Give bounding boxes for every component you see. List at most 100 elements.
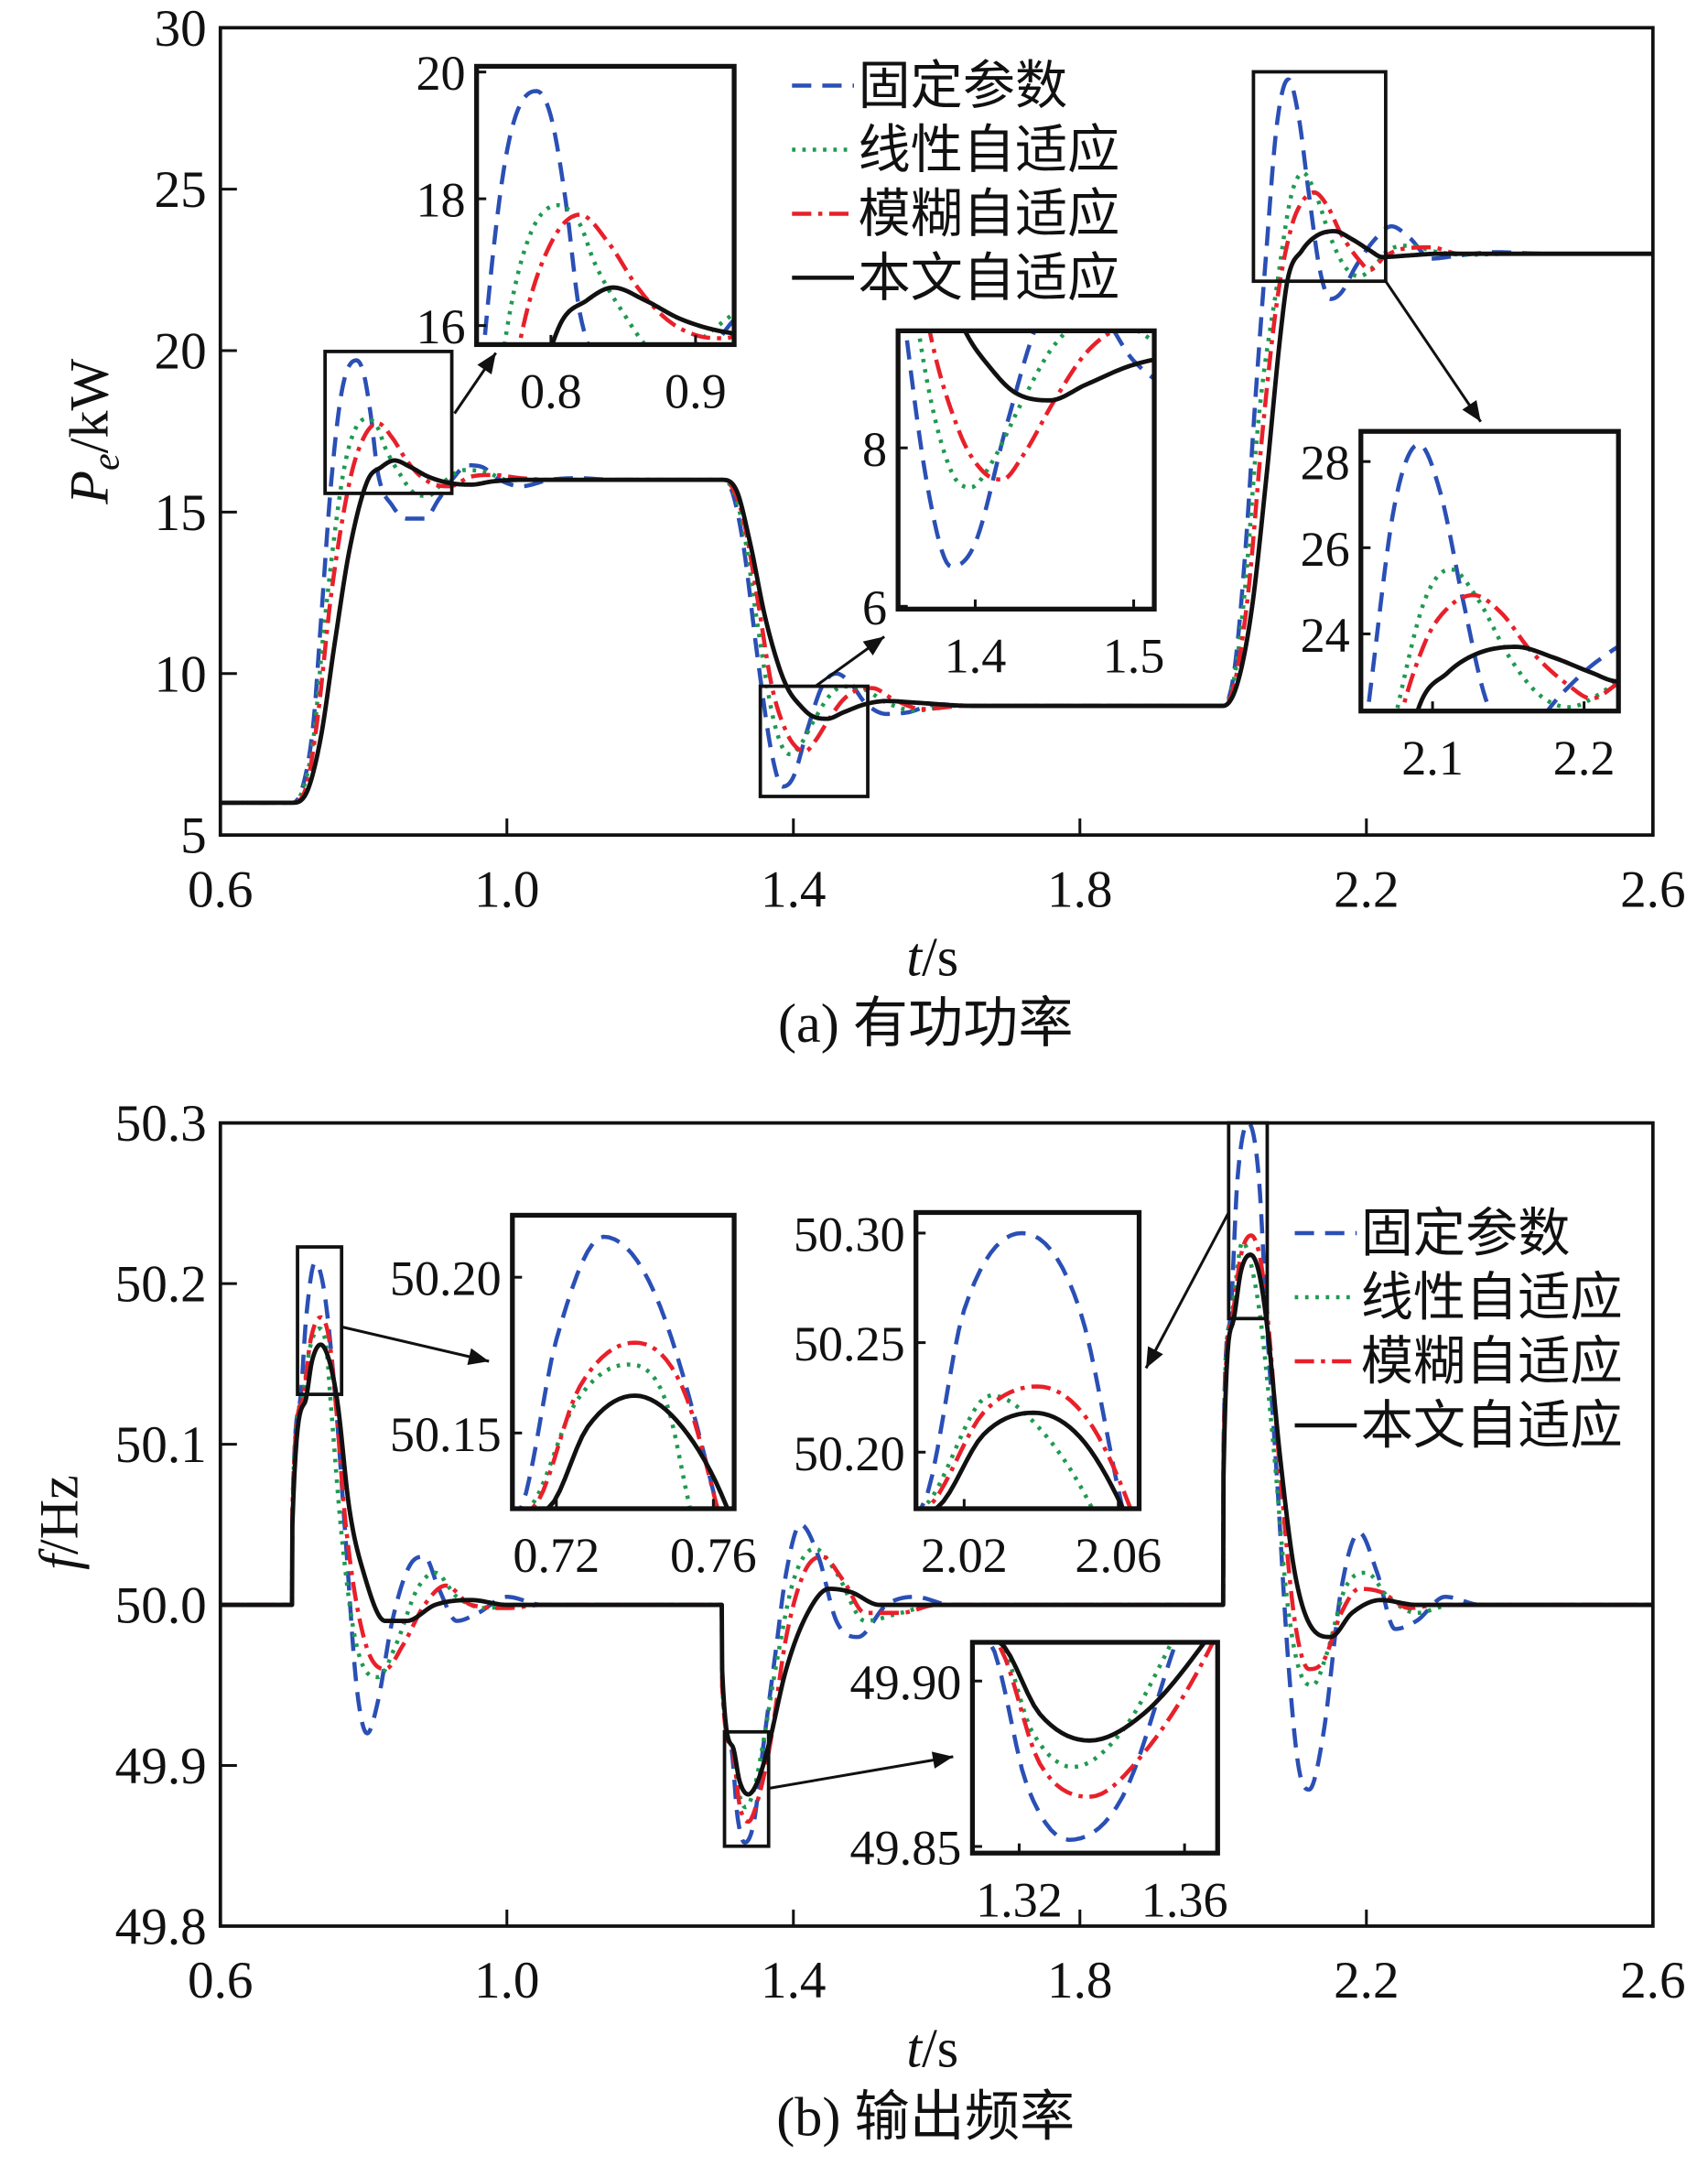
inset-3: 1.32 1.36 49.90 49.85 (850, 1640, 1228, 1927)
inset-x-tick-label: 0.8 (520, 364, 582, 419)
main-series-line-4 (220, 1252, 1653, 1797)
x-axis-symbol: t (906, 927, 923, 989)
inset-background (915, 1212, 1140, 1509)
inset-series-line-4 (995, 1641, 1208, 1743)
inset-y-tick-label: 49.85 (850, 1821, 962, 1876)
inset-frame (1358, 428, 1621, 714)
y-tick-label: 49.9 (115, 1738, 207, 1795)
x-tick-label: 1.0 (474, 861, 539, 918)
x-tick-label: 0.6 (188, 1952, 253, 2009)
y-axis-symbol: P (59, 471, 120, 505)
inset-series-line-3 (1400, 592, 1619, 711)
arrow-head-icon (467, 1348, 490, 1366)
y-tick-label: 15 (155, 484, 207, 542)
y-tick-label: 50.3 (115, 1095, 207, 1153)
y-axis-label: f/Hz (28, 1475, 90, 1570)
inset-2: 2.02 2.06 50.30 50.25 50.20 (794, 1208, 1162, 1584)
inset-x-tick-label: 0.72 (513, 1528, 600, 1583)
y-tick-label: 10 (155, 645, 207, 703)
y-tick-label: 25 (155, 161, 207, 219)
inset-y-tick-label: 18 (416, 173, 465, 228)
y-tick-label: 20 (155, 323, 207, 381)
main-series-line-1 (220, 1122, 1653, 1845)
arrow-head-icon (477, 352, 496, 375)
zoom-region-box (758, 684, 870, 798)
y-axis-unit: /Hz (28, 1475, 90, 1554)
inset-x-tick-label: 1.36 (1141, 1872, 1228, 1927)
y-tick-label: 49.8 (115, 1899, 207, 1956)
y-axis-unit: /kW (59, 358, 120, 453)
zoom-arrow (1144, 1211, 1230, 1370)
inset-x-tick-label: 2.2 (1553, 731, 1616, 785)
inset-y-tick-label: 26 (1301, 522, 1350, 577)
chart-2: 0.6 1.0 1.4 1.8 2.2 2.6 50.3 50.2 50.1 50.0 49.9 49… (28, 1095, 1685, 2148)
inset-series-line-1 (903, 330, 1155, 569)
inset-series-line-2 (502, 202, 735, 345)
arrow-head-icon (1462, 400, 1481, 422)
x-axis-label: t/s (906, 927, 958, 989)
legend-label: 固定参数 (1361, 1206, 1571, 1263)
inset-frame (913, 1209, 1142, 1511)
zoom-region-box (296, 1245, 344, 1396)
inset-y-tick-label: 50.20 (390, 1251, 502, 1306)
x-tick-label: 2.6 (1620, 1952, 1685, 2009)
inset-series-line-3 (927, 330, 1119, 482)
main-series-line-3 (220, 1233, 1653, 1825)
main-series-line-1 (220, 77, 1653, 806)
inset-frame (969, 1640, 1220, 1856)
x-tick-label: 0.6 (188, 861, 253, 918)
inset-x-tick-label: 0.9 (665, 364, 727, 419)
plot-frame (218, 1121, 1655, 1928)
x-tick-label: 2.2 (1334, 1952, 1399, 2009)
inset-x-tick-label: 0.76 (670, 1528, 757, 1583)
x-axis-unit: /s (922, 927, 958, 989)
inset-x-tick-label: 2.06 (1075, 1528, 1162, 1583)
y-tick-label: 50.1 (115, 1416, 207, 1474)
inset-y-tick-label: 50.30 (794, 1208, 905, 1262)
legend-label: 模糊自适应 (859, 186, 1120, 244)
inset-x-tick-label: 1.32 (976, 1872, 1063, 1927)
chart-caption: (b) 输出频率 (776, 2087, 1075, 2149)
inset-y-tick-label: 28 (1301, 436, 1350, 491)
inset-series-line-1 (481, 89, 735, 345)
inset-x-tick-label: 1.5 (1103, 629, 1165, 684)
zoom-arrow (768, 1755, 954, 1790)
x-tick-label: 2.6 (1620, 861, 1685, 918)
inset-y-tick-label: 50.25 (794, 1316, 905, 1371)
legend-label: 线性自适应 (859, 122, 1120, 179)
x-tick-label: 2.2 (1334, 861, 1399, 918)
inset-series-line-2 (994, 1641, 1174, 1770)
legend-label: 线性自适应 (1361, 1270, 1623, 1327)
inset-y-tick-label: 49.90 (850, 1655, 962, 1710)
inset-y-tick-label: 24 (1301, 608, 1350, 663)
zoom-arrow (341, 1325, 490, 1363)
inset-y-tick-label: 50.15 (390, 1407, 502, 1462)
x-tick-label: 1.8 (1047, 861, 1112, 918)
inset-y-tick-label: 8 (862, 422, 887, 477)
inset-x-tick-label: 2.1 (1401, 731, 1464, 785)
x-axis-symbol: t (906, 2018, 923, 2079)
inset-series-line-3 (990, 1641, 1216, 1800)
inset-series-line-4 (931, 1410, 1126, 1509)
chart-caption: (a) 有功功率 (778, 993, 1074, 1055)
y-axis-label: Pe/kW (59, 358, 127, 504)
legend-label: 固定参数 (859, 58, 1068, 115)
x-tick-label: 1.4 (761, 1952, 826, 2009)
y-tick-label: 50.0 (115, 1577, 207, 1635)
inset-series-line-2 (1394, 567, 1619, 711)
x-tick-label: 1.0 (474, 1952, 539, 2009)
y-tick-label: 50.2 (115, 1256, 207, 1314)
inset-series-line-4 (549, 285, 735, 345)
arrow-head-icon (862, 636, 885, 655)
inset-3: 2.1 2.2 28 26 24 (1301, 428, 1621, 785)
zoom-region-box (1251, 70, 1388, 284)
zoom-region-box (1227, 1121, 1270, 1321)
inset-y-tick-label: 16 (416, 299, 465, 354)
inset-2: 1.4 1.5 8 6 (862, 328, 1165, 684)
y-axis-subscript: e (84, 453, 127, 471)
inset-series-line-1 (916, 1230, 1126, 1509)
arrow-head-icon (1146, 1346, 1163, 1369)
